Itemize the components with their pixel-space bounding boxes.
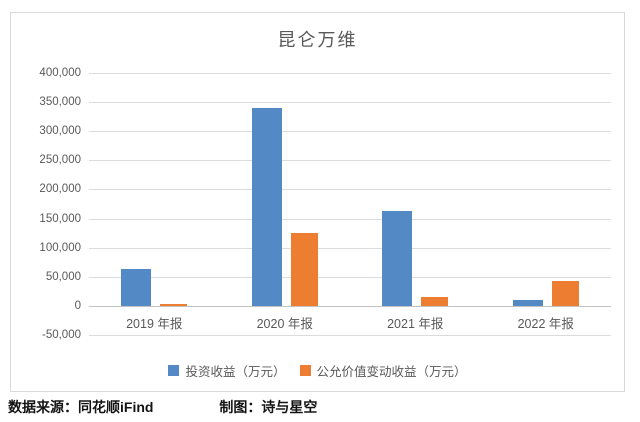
bar-fair-value-gain (160, 303, 188, 306)
x-axis-line (89, 305, 611, 307)
y-tick-label: 250,000 (39, 154, 81, 167)
x-axis-label: 2020 年报 (256, 316, 313, 331)
legend-item: 投资收益（万元） (168, 361, 286, 380)
gridline (89, 73, 611, 74)
bar-fair-value-gain (290, 233, 318, 306)
legend-item: 公允价值变动收益（万元） (299, 361, 467, 380)
y-tick-label: 0 (74, 299, 81, 312)
bar-group (350, 73, 481, 306)
y-tick-label: 300,000 (39, 125, 81, 138)
gridline (89, 218, 611, 220)
legend-swatch (299, 365, 311, 376)
y-tick-label: 50,000 (45, 270, 81, 283)
legend-label: 公允价值变动收益（万元） (316, 365, 467, 379)
bar-group (220, 73, 351, 306)
chart-legend: 投资收益（万元） 公允价值变动收益（万元） (11, 361, 624, 380)
chart-frame: 昆仑万维 400,000 350,000 300,000 250,000 200,000… (10, 12, 625, 392)
gridline (89, 247, 611, 249)
bar-investment-income (512, 300, 543, 306)
legend-label: 投资收益（万元） (185, 365, 286, 379)
y-tick-label: -50,000 (41, 329, 81, 341)
y-tick-label: 400,000 (39, 67, 81, 79)
legend-swatch (168, 365, 180, 376)
data-source-label: 数据来源：同花顺iFind (8, 399, 154, 415)
y-axis: 400,000 350,000 300,000 250,000 200,000 150,0… (11, 67, 81, 341)
bar-group (89, 73, 220, 306)
bar-group (481, 73, 612, 306)
bar-fair-value-gain (421, 296, 449, 306)
chart-footer: 数据来源：同花顺iFind 制图：诗与星空 (8, 397, 317, 417)
bar-fair-value-gain (551, 280, 579, 306)
chart-title: 昆仑万维 (277, 30, 358, 51)
x-axis-label: 2019 年报 (126, 316, 183, 331)
y-tick-label: 150,000 (39, 212, 81, 225)
bar-investment-income (382, 210, 413, 306)
y-tick-label: 100,000 (39, 241, 81, 254)
gridline (89, 335, 611, 336)
plot-area: 2019 年报 2020 年报 2021 年报 2022 年报 (89, 73, 612, 336)
gridline (89, 102, 611, 104)
gridline (89, 160, 611, 162)
bar-investment-income (121, 268, 152, 306)
y-tick-label: 350,000 (39, 96, 81, 109)
gridline (89, 276, 611, 278)
x-axis-label: 2022 年报 (517, 316, 574, 331)
gridline (89, 131, 611, 133)
gridline (89, 189, 611, 191)
bar-investment-income (251, 107, 282, 306)
credit-label: 制图：诗与星空 (219, 399, 318, 415)
y-tick-label: 200,000 (39, 183, 81, 196)
x-axis-label: 2021 年报 (387, 316, 444, 331)
